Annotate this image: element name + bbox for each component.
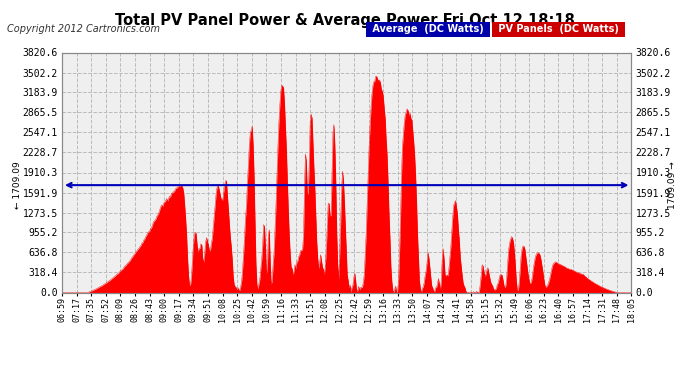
Text: ← 1709.09: ← 1709.09 [12,161,22,209]
Text: 1709.09 →: 1709.09 → [668,161,678,209]
Text: Copyright 2012 Cartronics.com: Copyright 2012 Cartronics.com [7,24,160,34]
Text: PV Panels  (DC Watts): PV Panels (DC Watts) [495,24,622,34]
Text: Total PV Panel Power & Average Power Fri Oct 12 18:18: Total PV Panel Power & Average Power Fri… [115,13,575,28]
Text: Average  (DC Watts): Average (DC Watts) [369,24,487,34]
